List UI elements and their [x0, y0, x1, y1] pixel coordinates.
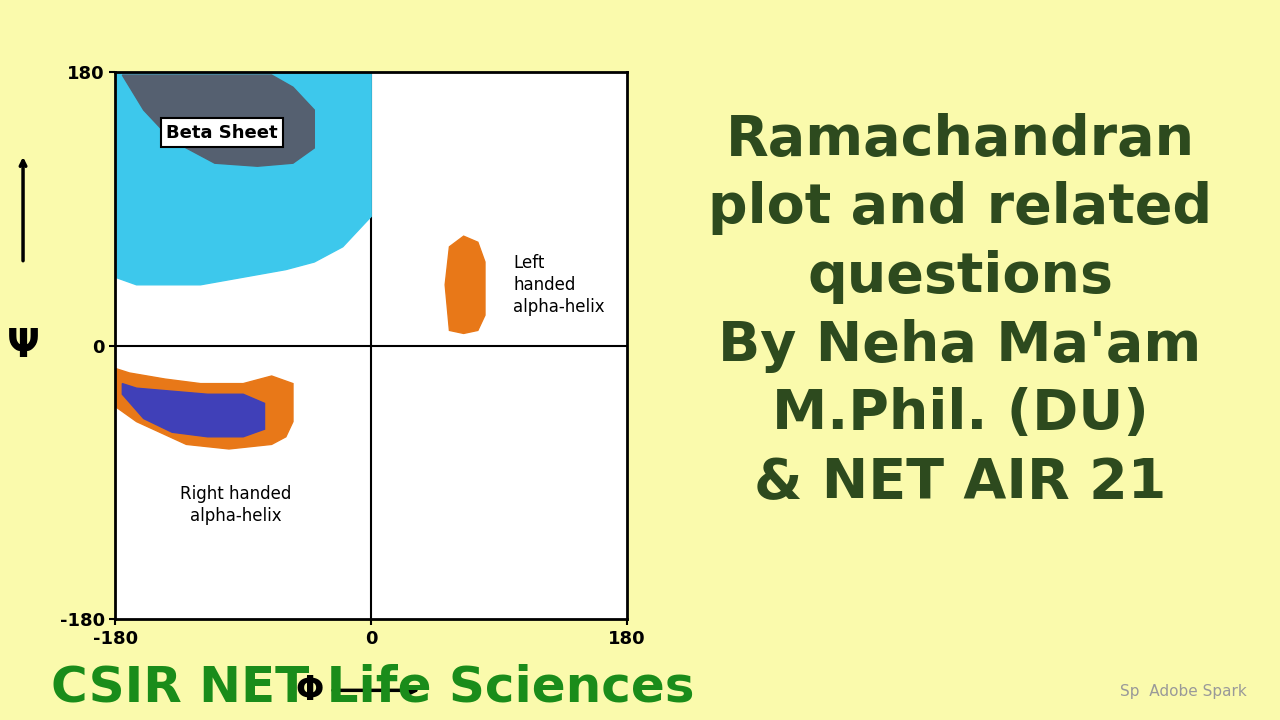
Text: Ramachandran
plot and related
questions
By Neha Ma'am
M.Phil. (DU)
& NET AIR 21: Ramachandran plot and related questions … [708, 112, 1212, 510]
Text: CSIR NET Life Sciences: CSIR NET Life Sciences [51, 664, 695, 711]
Polygon shape [115, 346, 293, 449]
Text: Ψ: Ψ [6, 327, 40, 364]
Polygon shape [123, 75, 315, 166]
Polygon shape [445, 236, 485, 333]
Text: Sp  Adobe Spark: Sp Adobe Spark [1120, 684, 1247, 698]
Polygon shape [123, 384, 265, 437]
Text: Right handed
alpha-helix: Right handed alpha-helix [180, 485, 292, 526]
Text: Left
handed
alpha-helix: Left handed alpha-helix [513, 253, 605, 316]
Text: Φ: Φ [296, 674, 324, 707]
Polygon shape [115, 72, 371, 285]
Text: Beta Sheet: Beta Sheet [166, 124, 278, 142]
